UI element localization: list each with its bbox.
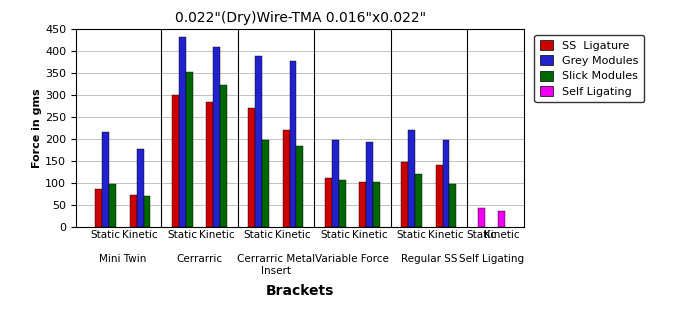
Bar <box>179 37 186 227</box>
Bar <box>130 195 137 227</box>
Bar <box>102 133 109 227</box>
Text: Mini Twin: Mini Twin <box>99 254 146 264</box>
Text: Cerrarric Metal
Insert: Cerrarric Metal Insert <box>237 254 315 276</box>
Bar <box>255 56 262 227</box>
Bar <box>442 140 449 227</box>
Bar <box>339 180 346 227</box>
Bar <box>262 140 269 227</box>
Bar <box>137 149 144 227</box>
Bar <box>373 181 380 227</box>
Bar <box>220 86 227 227</box>
Bar <box>95 190 102 227</box>
Text: Self Ligating: Self Ligating <box>459 254 524 264</box>
Bar <box>332 140 339 227</box>
Bar <box>359 182 366 227</box>
Title: 0.022"(Dry)Wire-TMA 0.016"x0.022": 0.022"(Dry)Wire-TMA 0.016"x0.022" <box>175 11 426 25</box>
Bar <box>498 212 505 227</box>
Bar <box>401 162 408 227</box>
Bar <box>248 108 255 227</box>
Bar <box>435 165 442 227</box>
Bar <box>290 61 297 227</box>
Y-axis label: Force in gms: Force in gms <box>32 88 42 168</box>
Bar <box>415 174 422 227</box>
Bar <box>206 102 213 227</box>
Bar <box>297 145 304 227</box>
Bar <box>186 72 193 227</box>
Text: Cerrarric: Cerrarric <box>176 254 222 264</box>
Bar <box>408 130 415 227</box>
Bar <box>172 95 179 227</box>
Text: Regular SS: Regular SS <box>400 254 457 264</box>
Bar <box>366 142 373 227</box>
Text: Variable Force: Variable Force <box>315 254 389 264</box>
Bar <box>449 184 456 227</box>
X-axis label: Brackets: Brackets <box>266 284 335 298</box>
Bar <box>109 184 116 227</box>
Legend: SS  Ligature, Grey Modules, Slick Modules, Self Ligating: SS Ligature, Grey Modules, Slick Modules… <box>535 35 644 102</box>
Bar <box>283 130 290 227</box>
Bar <box>144 196 150 227</box>
Bar <box>325 179 332 227</box>
Bar <box>213 47 220 227</box>
Bar <box>477 208 484 227</box>
